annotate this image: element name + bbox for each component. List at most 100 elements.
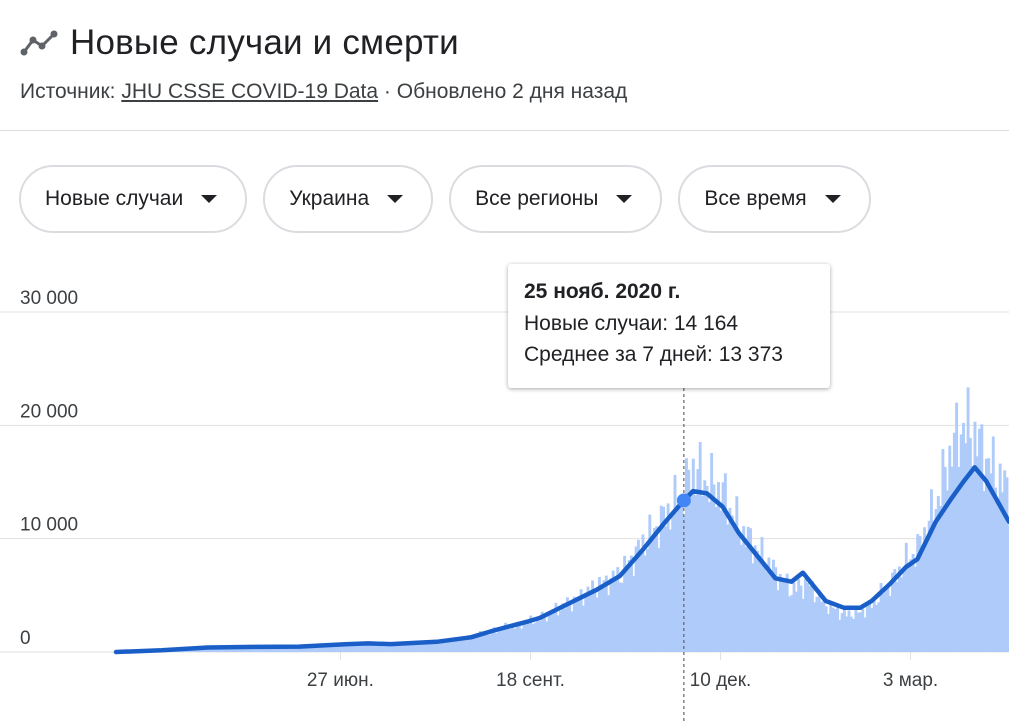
bar [1003, 470, 1007, 652]
bar [208, 647, 212, 652]
bar [501, 629, 505, 652]
bar [614, 580, 617, 652]
bar [527, 623, 530, 652]
bar [309, 644, 313, 652]
bar [428, 640, 432, 652]
bar [419, 642, 423, 652]
filter-country-dropdown[interactable]: Украина [263, 165, 434, 233]
bar [391, 642, 395, 652]
bar [652, 528, 656, 652]
bar [462, 640, 466, 652]
bar [394, 644, 398, 652]
bar [366, 641, 370, 652]
bar [385, 642, 388, 652]
bar [877, 602, 881, 652]
bar [586, 586, 590, 652]
bar [494, 632, 498, 652]
bar [336, 644, 340, 652]
bar [971, 465, 975, 652]
bar [611, 570, 615, 652]
bar [886, 585, 890, 652]
bar [630, 555, 633, 652]
bar [739, 544, 743, 652]
bar [987, 458, 991, 652]
bar [758, 555, 762, 652]
filter-metric-label: Новые случаи [45, 187, 184, 210]
bar [220, 648, 224, 652]
bar [975, 456, 979, 652]
bar [421, 642, 425, 652]
bar [620, 582, 624, 652]
bar [371, 642, 375, 652]
bar [604, 575, 608, 652]
bar [217, 647, 221, 652]
bar [556, 615, 560, 652]
bar [707, 502, 711, 652]
chart-tooltip: 25 нояб. 2020 г. Новые случаи: 14 164 Ср… [508, 264, 830, 388]
bar [737, 532, 741, 652]
bar [790, 595, 794, 652]
bar [350, 645, 354, 652]
bar [595, 597, 599, 652]
bar [382, 644, 386, 652]
bar [925, 540, 929, 652]
bar [533, 622, 537, 652]
filter-metric-dropdown[interactable]: Новые случаи [19, 165, 248, 233]
bar [852, 619, 856, 652]
filter-period-dropdown[interactable]: Все время [678, 165, 871, 233]
y-tick-label: 10 000 [20, 515, 78, 536]
bar [256, 647, 260, 652]
cases-chart[interactable]: 0 10 000 20 000 30 000 27 июн. 18 сент. 10 дек… [0, 250, 1009, 722]
updated-text: · Обновлено 2 дня назад [383, 80, 628, 103]
bar [318, 645, 322, 652]
average-line [113, 465, 1009, 655]
bar [721, 482, 725, 652]
bar [302, 646, 306, 652]
bar [668, 529, 672, 652]
bar [568, 603, 572, 652]
bar [417, 641, 420, 652]
bar [836, 607, 840, 652]
source-link[interactable]: JHU CSSE COVID-19 Data [121, 80, 379, 103]
source-prefix: Источник: [20, 80, 116, 103]
bar [357, 643, 361, 652]
bar [536, 617, 540, 652]
x-tick-label: 27 июн. [307, 670, 374, 691]
bar [913, 566, 917, 652]
bar [559, 610, 562, 652]
bar [705, 485, 709, 652]
bar [657, 548, 661, 652]
filter-region-dropdown[interactable]: Все регионы [449, 165, 663, 233]
bar [591, 580, 595, 652]
bar [229, 646, 233, 652]
bar [923, 527, 927, 652]
bar [488, 634, 491, 652]
tooltip-cases: Новые случаи: 14 164 [524, 312, 739, 335]
title-row: Новые случаи и смерти [20, 18, 989, 68]
bar [769, 573, 773, 652]
bar [325, 646, 329, 652]
bar [398, 643, 402, 652]
bar [607, 595, 611, 652]
bar [806, 582, 810, 652]
bar [671, 511, 675, 652]
bar [907, 564, 910, 652]
bar [593, 591, 597, 652]
bar [456, 638, 459, 652]
bar [213, 647, 217, 652]
bar [339, 645, 343, 652]
bar [616, 567, 620, 652]
bar [474, 636, 478, 652]
bar [291, 646, 295, 652]
bar [380, 642, 384, 652]
bar [833, 609, 837, 652]
bar [682, 515, 686, 652]
bar [755, 550, 759, 652]
bar [625, 567, 629, 652]
bar [423, 642, 427, 652]
bar [666, 503, 670, 652]
bar [602, 580, 606, 652]
bar [327, 645, 331, 652]
bar [314, 646, 317, 652]
filter-period-label: Все время [704, 187, 807, 210]
